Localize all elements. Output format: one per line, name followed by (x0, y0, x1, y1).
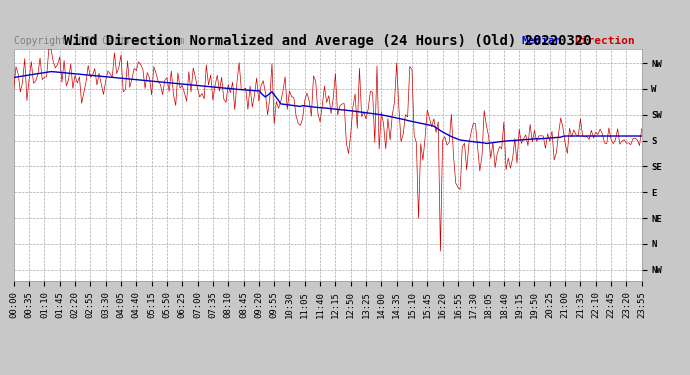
Text: Copyright 2022 Cartronics.com: Copyright 2022 Cartronics.com (14, 36, 184, 46)
Text: Direction: Direction (575, 36, 635, 46)
Title: Wind Direction Normalized and Average (24 Hours) (Old) 20220320: Wind Direction Normalized and Average (2… (64, 33, 591, 48)
Text: Median: Median (522, 36, 562, 46)
